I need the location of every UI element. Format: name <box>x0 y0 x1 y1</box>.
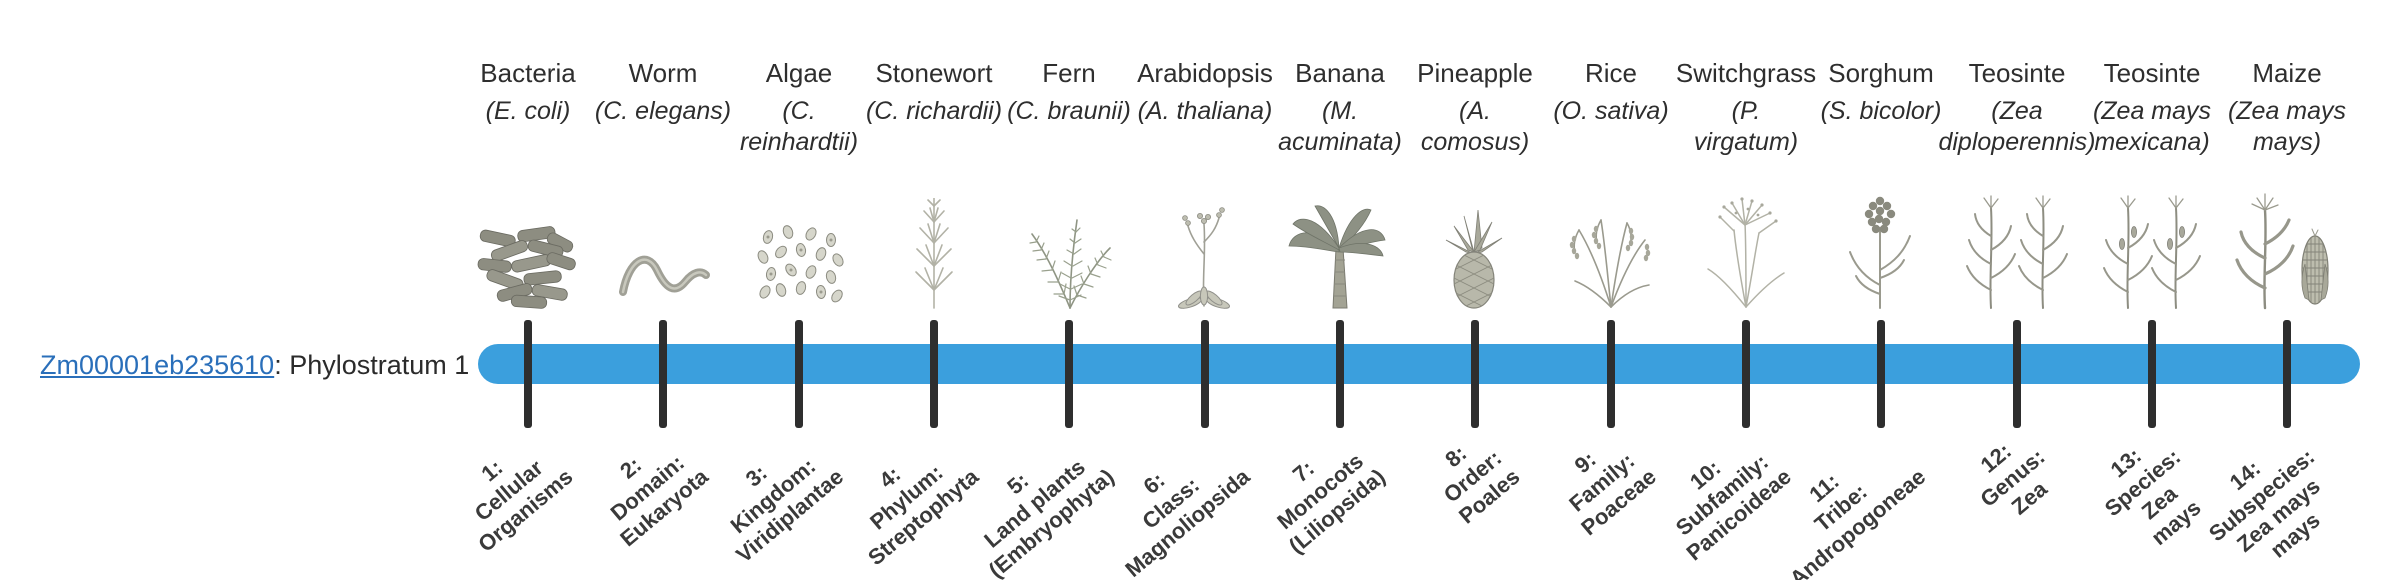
organism-column: Maize (Zea mays mays) <box>2204 0 2367 580</box>
phylostratum-tick <box>930 320 938 428</box>
gene-stratum-text: : Phylostratum 1 <box>274 350 470 380</box>
organism-scientific-name: (Zea diploperennis) <box>1938 97 2096 157</box>
algae-icon <box>719 168 879 310</box>
stratum-label: 12: Genus: Zea <box>1975 438 2052 520</box>
stratum-label: 4: Phylum: Streptophyta <box>863 459 984 571</box>
organism-common-name: Pineapple <box>1417 58 1533 88</box>
organism-common-name: Bacteria <box>480 58 576 88</box>
organism-column: Bacteria (E. coli) <box>448 0 608 580</box>
organism-scientific-name: (C. richardii) <box>865 97 1003 125</box>
organism-column: Worm (C. elegans) 2: Domain: Eukaryota <box>583 0 743 580</box>
organism-common-name: Banana <box>1295 58 1385 88</box>
bacteria-icon <box>448 168 608 310</box>
organism-common-name: Maize <box>2252 58 2322 88</box>
phylostratum-tick <box>1877 320 1885 428</box>
organism-column: Arabidopsis (A. thaliana) <box>1120 0 1285 580</box>
organism-column: Banana (M. acuminata) 7: Monoc <box>1260 0 1420 580</box>
stratum-label: 2: Domain: Eukaryota <box>605 449 713 552</box>
organism-common-name: Switchgrass <box>1675 58 1817 88</box>
phylostratum-tick <box>659 320 667 428</box>
organism-column: Rice (O. sativa) <box>1531 0 1691 580</box>
organism-scientific-name: (C. braunii) <box>1007 97 1131 125</box>
stratum-label: 7: Monocots (Liliopsida) <box>1271 448 1390 559</box>
phylostratum-tick <box>1201 320 1209 428</box>
phylostratum-tick <box>524 320 532 428</box>
organism-scientific-name: (Zea mays mexicana) <box>2092 97 2212 157</box>
phylostratum-tick <box>2148 320 2156 428</box>
organism-scientific-name: (P. virgatum) <box>1693 97 1799 157</box>
sorghum-icon <box>1801 168 1961 310</box>
organism-scientific-name: (C. reinhardtii) <box>739 97 859 157</box>
organism-column: Sorghum (S. bicolor) 11: Tri <box>1785 0 1961 580</box>
maize-icon <box>2207 168 2367 310</box>
organism-column: Pineapple (A. comosus) 8: Order: <box>1395 0 1555 580</box>
rice-icon <box>1531 168 1691 310</box>
teosinte-icon <box>1937 168 2097 310</box>
stratum-label: 3: Kingdom: Viridiplantae <box>725 453 849 568</box>
phylostratum-tick <box>1607 320 1615 428</box>
worm-icon <box>583 168 743 310</box>
gene-link[interactable]: Zm00001eb235610 <box>40 350 275 380</box>
organism-column: Stonewort (C. richardii) 4: Phylum: Stre… <box>854 0 1014 580</box>
organism-column: Teosinte (Zea diploperennis) <box>1937 0 2097 580</box>
switchgrass-icon <box>1666 168 1826 310</box>
organism-common-name: Teosinte <box>2103 58 2201 88</box>
organism-scientific-name: (A. comosus) <box>1420 97 1530 157</box>
stratum-label: 8: Order: Poales <box>1438 440 1525 529</box>
organism-column: Algae (C. reinhardtii) <box>719 0 879 580</box>
stonewort-icon <box>854 168 1014 310</box>
pineapple-icon <box>1395 168 1555 310</box>
organism-common-name: Stonewort <box>875 58 993 88</box>
phylostratum-bar <box>478 344 2360 384</box>
organism-column: Teosinte (Zea mays mexicana) <box>2072 0 2232 580</box>
teosinte-icon <box>2072 168 2232 310</box>
fern-icon <box>989 168 1149 310</box>
stratum-label: 14: Subspecies: Zea mays mays <box>2204 443 2326 563</box>
phylostratum-tick <box>1742 320 1750 428</box>
arabidopsis-icon <box>1125 168 1285 310</box>
organism-scientific-name: (M. acuminata) <box>1278 97 1402 157</box>
organism-scientific-name: (C. elegans) <box>594 97 732 125</box>
stratum-label: 13: Species: Zea mays <box>2099 442 2206 550</box>
organism-column: Switchgrass (P. virgatum) <box>1666 0 1826 580</box>
phylostratum-tick <box>1471 320 1479 428</box>
banana-icon <box>1260 168 1420 310</box>
phylostratum-tick <box>2283 320 2291 428</box>
phylostratum-tick <box>1336 320 1344 428</box>
organism-scientific-name: (Zea mays mays) <box>2227 97 2347 157</box>
organism-scientific-name: (S. bicolor) <box>1820 97 1942 125</box>
phylostratum-tick <box>2013 320 2021 428</box>
stratum-label: 9: Family: Poaceae <box>1563 446 1661 541</box>
phylostratum-tick <box>1065 320 1073 428</box>
gene-label: Zm00001eb235610: Phylostratum 1 <box>40 350 469 381</box>
phylostratum-tick <box>795 320 803 428</box>
organism-scientific-name: (A. thaliana) <box>1137 97 1273 125</box>
organism-common-name: Algae <box>765 58 833 88</box>
organism-column: Fern (C. braunii) <box>979 0 1149 580</box>
organism-scientific-name: (E. coli) <box>485 97 571 125</box>
organism-common-name: Fern <box>1042 58 1096 88</box>
organism-common-name: Arabidopsis <box>1137 58 1273 88</box>
organism-common-name: Rice <box>1584 58 1637 88</box>
organism-common-name: Teosinte <box>1968 58 2066 88</box>
stratum-label: 1: Cellular Organisms <box>469 454 578 557</box>
organism-scientific-name: (O. sativa) <box>1553 97 1669 125</box>
organism-common-name: Sorghum <box>1828 58 1934 88</box>
organism-common-name: Worm <box>628 58 698 88</box>
